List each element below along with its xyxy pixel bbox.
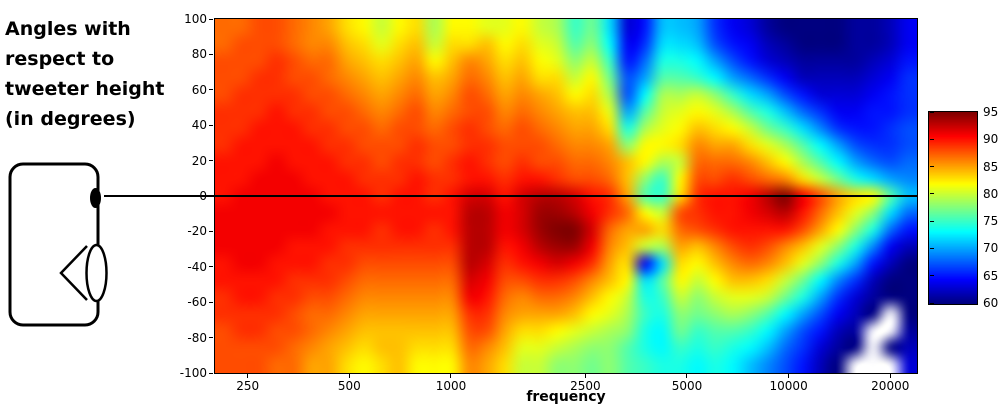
angle-annotation: Angles with respect to tweeter height (i… [5,14,205,134]
colorbar-tick-mark [930,111,934,113]
y-tick-mark [209,230,213,232]
colorbar-tick-label: 85 [983,159,999,174]
y-tick-label: 20 [191,153,207,168]
y-tick-mark [209,301,213,303]
colorbar-tick-mark [930,275,934,277]
y-tick-label: -40 [187,259,207,274]
x-tick-label: 250 [236,379,260,393]
x-tick-mark [889,374,891,378]
tweeter-axis-line [104,195,917,197]
x-tick-label: 5000 [671,379,703,393]
y-tick-label: 60 [191,82,207,97]
colorbar-canvas [929,112,977,304]
y-tick-label: -100 [179,366,207,380]
colorbar-tick-label: 75 [983,214,999,229]
x-tick-mark [584,374,586,378]
tweeter-icon [90,188,101,208]
colorbar-tick-mark [930,138,934,140]
annotation-line-4: (in degrees) [5,108,136,130]
y-tick-label: -60 [187,295,207,310]
y-tick-mark [209,160,213,162]
x-tick-mark [686,374,688,378]
speaker-cabinet [8,162,100,327]
woofer-icon [85,243,108,303]
y-tick-mark [209,337,213,339]
colorbar-tick-mark [930,166,934,168]
y-tick-mark [209,89,213,91]
colorbar-tick-label: 70 [983,241,999,256]
x-tick-mark [348,374,350,378]
y-tick-mark [209,124,213,126]
x-tick-label: 1000 [435,379,467,393]
y-tick-label: 80 [191,47,207,62]
colorbar-tick-label: 65 [983,268,999,283]
y-tick-label: -20 [187,224,207,239]
colorbar-tick-label: 80 [983,186,999,201]
y-tick-label: -80 [187,330,207,345]
annotation-line-3: tweeter height [5,78,165,100]
colorbar-tick-label: 90 [983,132,999,147]
x-tick-label: 500 [337,379,361,393]
colorbar [928,111,978,305]
colorbar-tick-mark [930,302,934,304]
colorbar-tick-mark [930,220,934,222]
y-tick-mark [209,266,213,268]
speaker-diagram-icon [8,162,108,327]
colorbar-tick-label: 95 [983,105,999,119]
x-tick-mark [450,374,452,378]
x-tick-mark [788,374,790,378]
colorbar-tick-mark [930,193,934,195]
x-tick-label: 2500 [570,379,601,393]
annotation-line-1: Angles with [5,18,131,40]
x-axis-title: frequency [526,389,606,405]
y-tick-mark [209,372,213,374]
colorbar-tick-mark [930,247,934,249]
woofer-cone [59,245,88,301]
y-tick-mark [209,53,213,55]
x-tick-label: 10000 [769,379,808,393]
y-tick-mark [209,18,213,20]
y-tick-label: 40 [191,118,207,133]
x-tick-label: 20000 [871,379,910,393]
y-tick-label: 100 [184,12,207,26]
annotation-line-2: respect to [5,48,115,70]
colorbar-tick-label: 60 [983,296,999,310]
x-tick-mark [247,374,249,378]
